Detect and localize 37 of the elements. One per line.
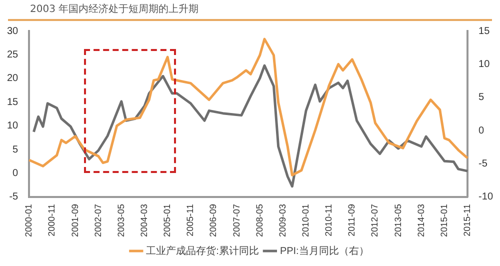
x-tick-label: 2007-07 [231, 204, 242, 237]
chart-title: 2003 年国内经济处于短周期的上升期 [29, 2, 200, 17]
y-tick-label: 20 [7, 73, 19, 84]
x-tick-label: 2005-11 [185, 204, 196, 236]
x-tick-label: 2013-05 [392, 204, 403, 237]
x-tick-label: 2015-01 [438, 204, 449, 237]
y2-tick-label: -5 [478, 158, 488, 170]
x-tick-label: 2001-09 [70, 204, 80, 237]
x-tick-label: 2015-11 [462, 204, 472, 236]
x-tick-label: 2005-01 [162, 204, 172, 237]
x-tick-label: 2002-07 [92, 204, 103, 237]
x-tick-label: 2000-11 [46, 204, 57, 236]
x-tick-label: 2006-09 [208, 204, 218, 237]
x-tick-label: 2000-01 [24, 204, 34, 237]
y-tick-label: 25 [7, 49, 19, 60]
x-tick-label: 2003-05 [116, 204, 126, 237]
x-tick-label: 2004-03 [138, 204, 149, 237]
x-tick-label: 2014-03 [416, 204, 426, 237]
y2-tick-label: 10 [478, 58, 490, 70]
legend-label: 工业产成品存货:累计同比 [146, 244, 259, 257]
y2-tick-label: 5 [478, 92, 485, 104]
x-tick-label: 2010-11 [324, 204, 334, 236]
y-tick-label: 30 [7, 26, 19, 37]
y-tick-label: 15 [7, 96, 19, 108]
y-tick-label: 5 [12, 144, 19, 156]
x-tick-label: 2011-09 [346, 204, 357, 236]
y2-tick-label: -10 [478, 192, 494, 203]
y-tick-label: 10 [7, 120, 19, 132]
x-tick-label: 2008-05 [254, 204, 264, 237]
x-tick-label: 2010-01 [300, 204, 311, 237]
y-tick-label: 0 [12, 168, 19, 180]
legend-label: PPI:当月同比（右） [280, 244, 369, 257]
y-tick-label: -5 [9, 192, 19, 203]
y2-tick-label: 15 [478, 26, 490, 37]
x-tick-label: 2009-03 [277, 204, 288, 237]
x-tick-label: 2012-07 [370, 204, 380, 237]
y2-tick-label: 0 [478, 125, 485, 136]
